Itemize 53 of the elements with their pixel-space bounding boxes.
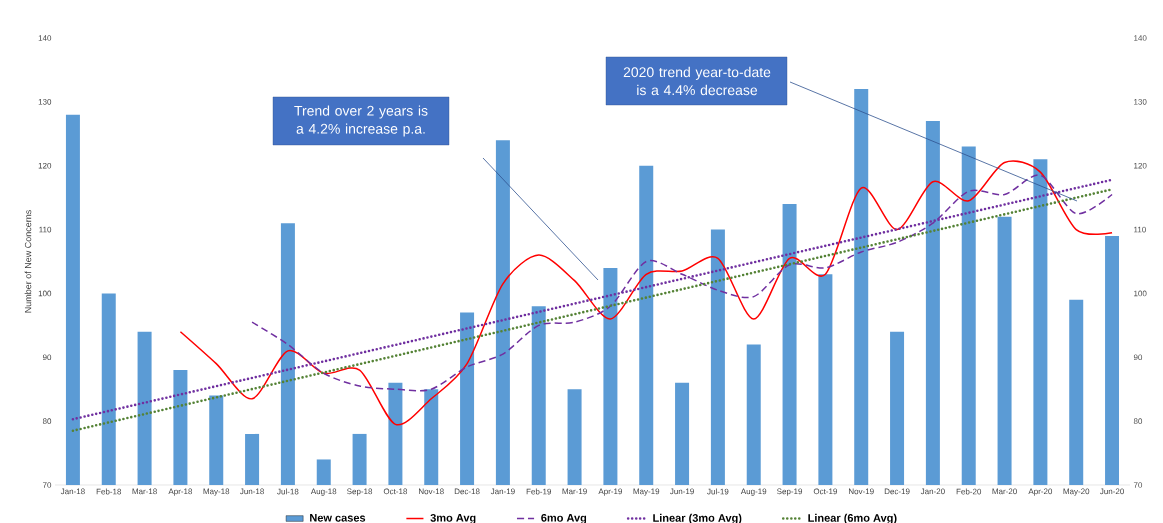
x-tick-label: Jun-20 bbox=[1099, 488, 1124, 495]
x-tick-label: Mar-18 bbox=[132, 488, 157, 495]
x-tick-label: Jan-18 bbox=[60, 488, 85, 495]
x-tick-label: Feb-19 bbox=[526, 488, 552, 495]
x-tick-label: Oct-18 bbox=[383, 488, 408, 495]
y-tick-label: 120 bbox=[38, 162, 52, 169]
y-tick-label: 110 bbox=[39, 226, 52, 233]
x-tick-label: Apr-18 bbox=[168, 488, 193, 496]
y2-tick-label: 90 bbox=[1133, 354, 1143, 361]
y-tick-label: 80 bbox=[42, 418, 52, 424]
y-axis-title: Number of New Concerns bbox=[24, 210, 32, 313]
y-tick-label: 90 bbox=[42, 354, 52, 361]
y2-tick-label: 120 bbox=[1134, 162, 1147, 169]
annotation: Trend over 2 years is a 4.2% increase p.a. bbox=[294, 105, 428, 137]
x-tick-label: Dec-19 bbox=[884, 488, 910, 495]
x-tick-label: Jun-18 bbox=[239, 488, 264, 495]
x-tick-label: Sep-18 bbox=[347, 488, 373, 496]
x-tick-label: May-19 bbox=[633, 488, 660, 496]
x-tick-label: Feb-20 bbox=[956, 488, 982, 495]
x-tick-label: Apr-19 bbox=[598, 488, 623, 496]
y2-tick-label: 110 bbox=[1134, 226, 1146, 233]
line-series bbox=[179, 160, 1113, 426]
y2-tick-label: 70 bbox=[1133, 482, 1143, 488]
x-tick-label: Mar-19 bbox=[562, 488, 587, 495]
y2-tick-label: 80 bbox=[1133, 418, 1143, 424]
annotation: 2020 trend year-to-date is a 4.4% decrease bbox=[623, 66, 771, 96]
x-tick-label: Jun-19 bbox=[669, 488, 694, 495]
x-tick-label: Jul-18 bbox=[277, 488, 299, 495]
x-tick-label: Nov-18 bbox=[419, 488, 444, 495]
x-tick-label: Mar-20 bbox=[992, 488, 1017, 495]
x-tick-label: Nov-19 bbox=[849, 488, 874, 495]
y2-tick-label: 140 bbox=[1134, 35, 1147, 41]
x-tick-label: Oct-19 bbox=[813, 488, 838, 495]
x-tick-label: May-20 bbox=[1063, 488, 1090, 496]
y-tick-label: 140 bbox=[38, 35, 52, 41]
x-tick-label: Aug-19 bbox=[740, 488, 767, 496]
y2-tick-label: 130 bbox=[1134, 99, 1147, 105]
legend-label: 3mo Avg bbox=[430, 513, 476, 523]
y-tick-label: 100 bbox=[38, 290, 52, 297]
x-tick-label: Dec-18 bbox=[454, 488, 480, 495]
x-tick-label: Apr-20 bbox=[1028, 488, 1053, 496]
x-tick-label: Jan-20 bbox=[920, 488, 945, 495]
legend-label: New cases bbox=[310, 513, 366, 522]
x-tick-label: Jul-19 bbox=[707, 488, 729, 495]
x-tick-label: Feb-18 bbox=[96, 488, 122, 495]
x-tick-label: Aug-18 bbox=[310, 488, 337, 496]
x-tick-label: May-18 bbox=[203, 488, 230, 496]
x-tick-label: Jan-19 bbox=[490, 488, 515, 495]
y-tick-label: 70 bbox=[42, 482, 52, 488]
x-tick-label: Sep-19 bbox=[777, 488, 803, 496]
y2-tick-label: 100 bbox=[1134, 290, 1147, 297]
legend-label: 6mo Avg bbox=[541, 513, 587, 523]
y-tick-label: 130 bbox=[38, 99, 52, 105]
